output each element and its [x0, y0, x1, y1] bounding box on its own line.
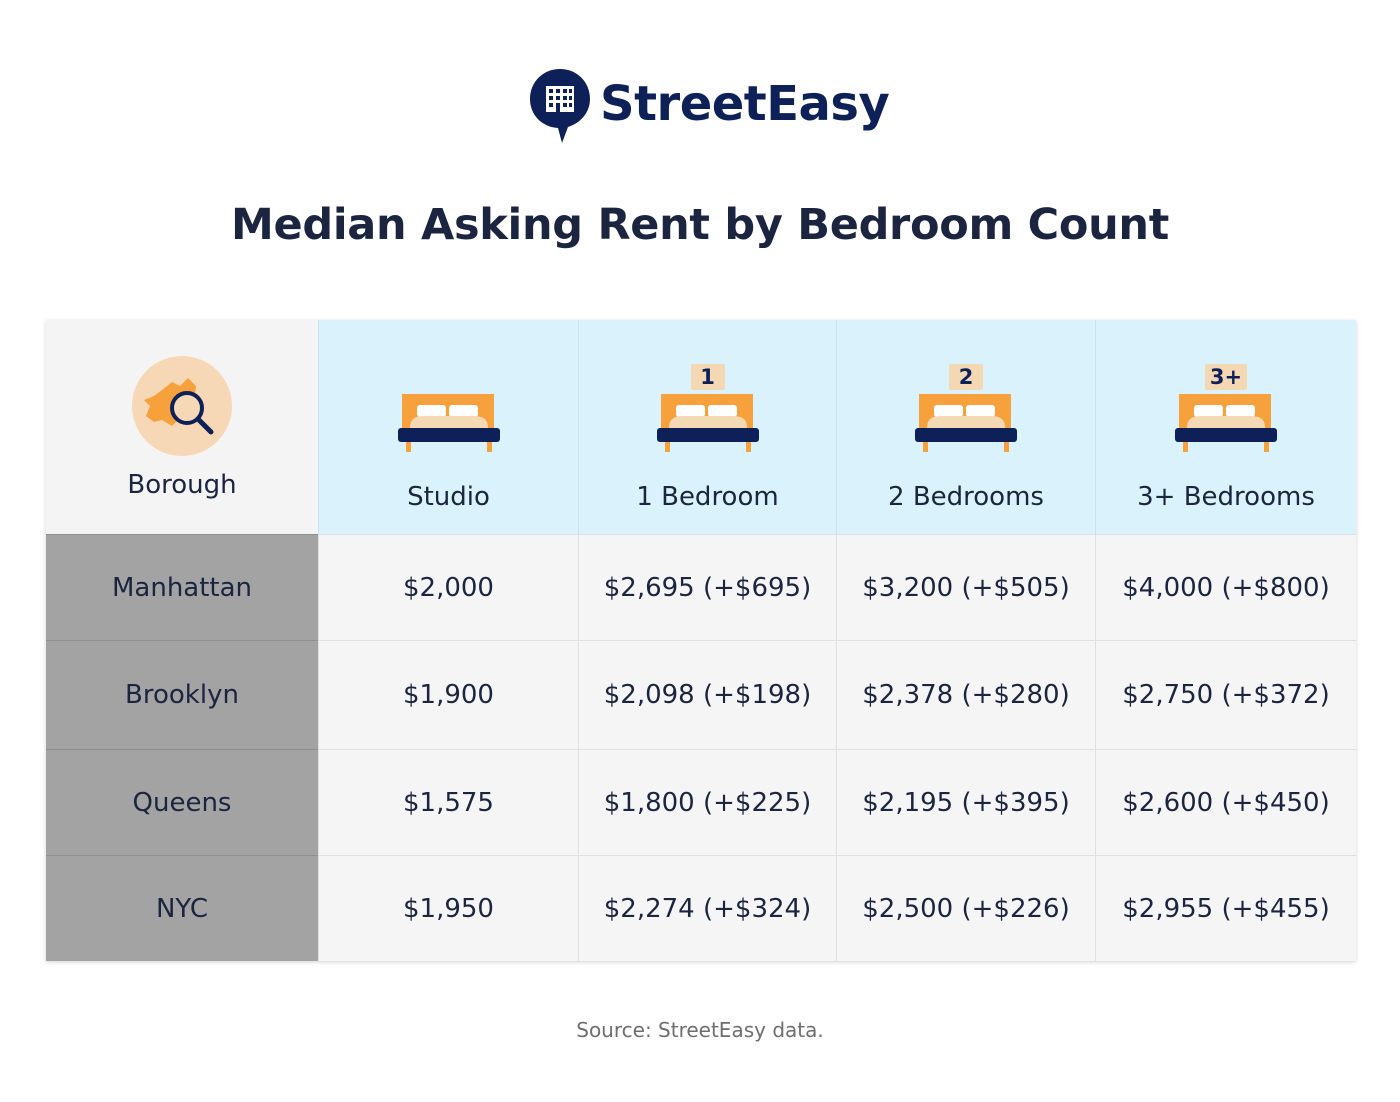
table-cell-rent: $2,600 (+$450) [1095, 749, 1356, 855]
bedroom-count-badge: 2 [949, 364, 983, 390]
chart-title: Median Asking Rent by Bedroom Count [231, 200, 1169, 250]
table-cell-rent: $2,378 (+$280) [836, 640, 1095, 749]
table-cell-rent: $1,900 [318, 640, 578, 749]
streeteasy-logo: StreetEasy [528, 66, 890, 146]
bed-icon [397, 394, 500, 452]
column-header-label: 2 Bedrooms [888, 482, 1044, 512]
badge-slot: 1 [690, 360, 725, 390]
row-header-borough: NYC [46, 855, 318, 961]
column-header-3: 3+ 3+ Bedrooms [1095, 320, 1356, 534]
rent-table-grid: Borough Studio 1 1 Bedroom 2 2 Bedrooms 3+ 3+ … [46, 320, 1356, 961]
rent-table: Borough Studio 1 1 Bedroom 2 2 Bedrooms 3+ 3+ … [46, 320, 1356, 961]
table-cell-rent: $2,955 (+$455) [1095, 855, 1356, 961]
table-cell-rent: $2,000 [318, 534, 578, 640]
column-header-label: 3+ Bedrooms [1137, 482, 1315, 512]
badge-slot: 2 [949, 360, 983, 390]
map-search-icon [132, 356, 232, 456]
table-cell-rent: $1,800 (+$225) [578, 749, 836, 855]
row-header-borough: Manhattan [46, 534, 318, 640]
row-header-borough: Queens [46, 749, 318, 855]
table-cell-rent: $2,750 (+$372) [1095, 640, 1356, 749]
bedroom-count-badge: 1 [690, 364, 725, 390]
source-note: Source: StreetEasy data. [576, 1018, 824, 1042]
building-pin-icon [530, 69, 590, 143]
table-cell-rent: $3,200 (+$505) [836, 534, 1095, 640]
column-header-0: Studio [318, 320, 578, 534]
column-header-2: 2 2 Bedrooms [836, 320, 1095, 534]
bed-icon [656, 394, 759, 452]
row-header-borough: Brooklyn [46, 640, 318, 749]
column-header-label: 1 Bedroom [636, 482, 779, 512]
badge-slot: 3+ [1204, 360, 1248, 390]
logo-text: StreetEasy [600, 76, 890, 132]
borough-header-label: Borough [127, 470, 237, 500]
table-cell-rent: $2,195 (+$395) [836, 749, 1095, 855]
bed-icon [1175, 394, 1277, 452]
bed-icon [915, 394, 1017, 452]
table-cell-rent: $2,098 (+$198) [578, 640, 836, 749]
column-header-label: Studio [407, 482, 490, 512]
table-cell-rent: $4,000 (+$800) [1095, 534, 1356, 640]
column-header-1: 1 1 Bedroom [578, 320, 836, 534]
bedroom-count-badge: 3+ [1204, 364, 1248, 390]
table-cell-rent: $1,575 [318, 749, 578, 855]
table-cell-rent: $2,695 (+$695) [578, 534, 836, 640]
borough-header: Borough [46, 320, 318, 534]
table-cell-rent: $2,274 (+$324) [578, 855, 836, 961]
table-cell-rent: $2,500 (+$226) [836, 855, 1095, 961]
table-cell-rent: $1,950 [318, 855, 578, 961]
